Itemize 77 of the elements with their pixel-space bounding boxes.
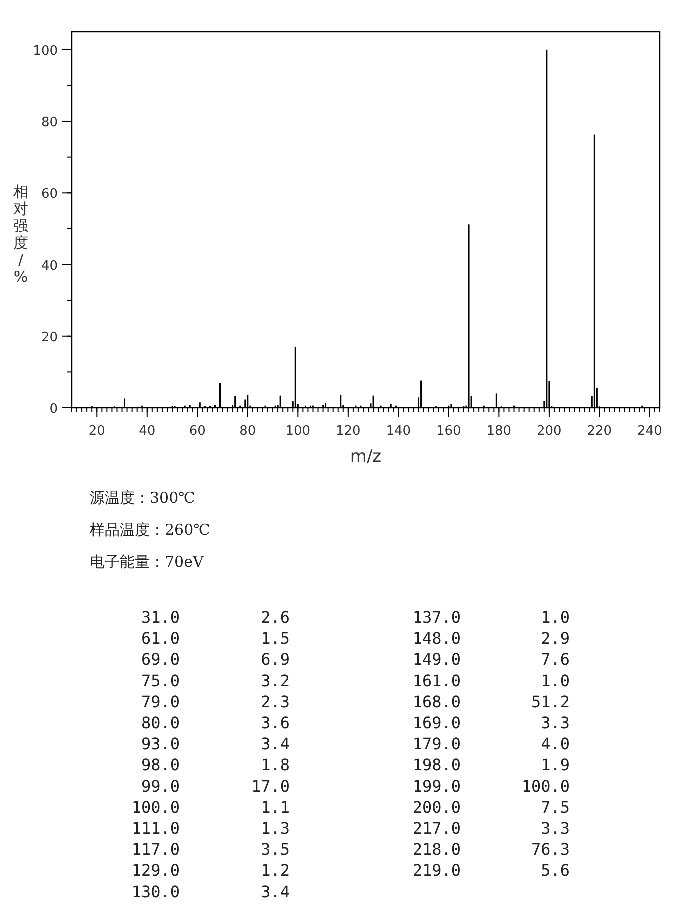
text: 218.0 (412, 840, 461, 860)
text: 219.0 (412, 861, 461, 880)
text: 111.0 (132, 819, 180, 838)
text: 75.0 (141, 671, 180, 690)
text: 80.0 (141, 714, 180, 732)
text: 1.8 (261, 756, 290, 775)
text: 4.0 (541, 734, 570, 754)
text: 1.9 (541, 756, 570, 775)
text: 5.6 (541, 861, 570, 880)
x-tick-label: 140 (386, 424, 412, 439)
text: 69.0 (141, 650, 180, 670)
text: 61.0 (141, 629, 180, 648)
y-tick-label: 60 (41, 187, 58, 202)
text: 7.6 (541, 650, 570, 670)
x-tick-label: 100 (286, 424, 311, 439)
text: 76.3 (531, 840, 570, 860)
text: 137.0 (412, 608, 461, 627)
text: 2.9 (541, 629, 570, 648)
text: 93.0 (141, 734, 180, 754)
text: 3.3 (541, 714, 570, 732)
text: 2.6 (261, 608, 290, 627)
x-axis-title: m/z (350, 447, 382, 467)
text: 148.0 (412, 629, 461, 648)
text: 源温度：300℃ (90, 489, 196, 507)
y-tick-label: 80 (41, 116, 58, 131)
text: 3.3 (541, 819, 570, 838)
text: 7.5 (541, 798, 570, 817)
text: 31.0 (141, 608, 180, 627)
text: 149.0 (412, 650, 461, 670)
x-tick-label: 20 (88, 424, 106, 439)
y-tick-label: 0 (50, 402, 58, 417)
text: 198.0 (412, 756, 461, 775)
x-tick-label: 60 (189, 424, 206, 439)
text: 17.0 (251, 776, 290, 796)
x-tick-label: 120 (336, 424, 361, 439)
text: 100.0 (132, 798, 180, 817)
text: 169.0 (412, 714, 461, 732)
text: 3.5 (261, 840, 290, 860)
text: 129.0 (132, 861, 180, 880)
y-tick-label: 100 (33, 44, 58, 59)
text: 199.0 (412, 776, 461, 796)
y-axis-title: 相对强度/% (14, 183, 28, 286)
text: 2.3 (261, 692, 290, 712)
y-tick-label: 20 (41, 330, 58, 346)
text: 200.0 (412, 798, 461, 817)
text: 130.0 (132, 882, 180, 902)
text: 179.0 (412, 734, 461, 754)
y-tick-label: 40 (41, 258, 58, 274)
x-tick-label: 220 (587, 424, 612, 439)
text: 3.2 (261, 671, 290, 690)
text: 1.1 (261, 798, 290, 817)
x-tick-label: 80 (240, 424, 256, 439)
text: 99.0 (141, 776, 180, 796)
text: 样品温度：260℃ (90, 521, 210, 539)
text: 电子能量：70eV (90, 553, 205, 571)
text: 1.5 (261, 629, 290, 648)
text: 6.9 (261, 650, 290, 670)
text: 51.2 (531, 692, 570, 712)
x-tick-label: 200 (537, 424, 562, 439)
x-tick-label: 240 (638, 424, 662, 439)
text: 3.6 (261, 714, 290, 732)
x-tick-label: 40 (139, 424, 156, 439)
text: 168.0 (412, 692, 461, 712)
text: 1.0 (541, 608, 570, 627)
x-tick-label: 180 (486, 424, 512, 439)
x-tick-label: 160 (436, 424, 462, 439)
text: 1.0 (541, 671, 570, 690)
text: 217.0 (412, 819, 461, 838)
text: 161.0 (412, 671, 461, 690)
text: 1.3 (261, 819, 290, 838)
text: 3.4 (261, 734, 290, 754)
text: 1.2 (261, 861, 290, 880)
text: 79.0 (141, 692, 180, 712)
text: 100.0 (522, 776, 570, 796)
text: 3.4 (261, 882, 290, 902)
text: 117.0 (132, 840, 180, 860)
text: 98.0 (141, 756, 180, 775)
